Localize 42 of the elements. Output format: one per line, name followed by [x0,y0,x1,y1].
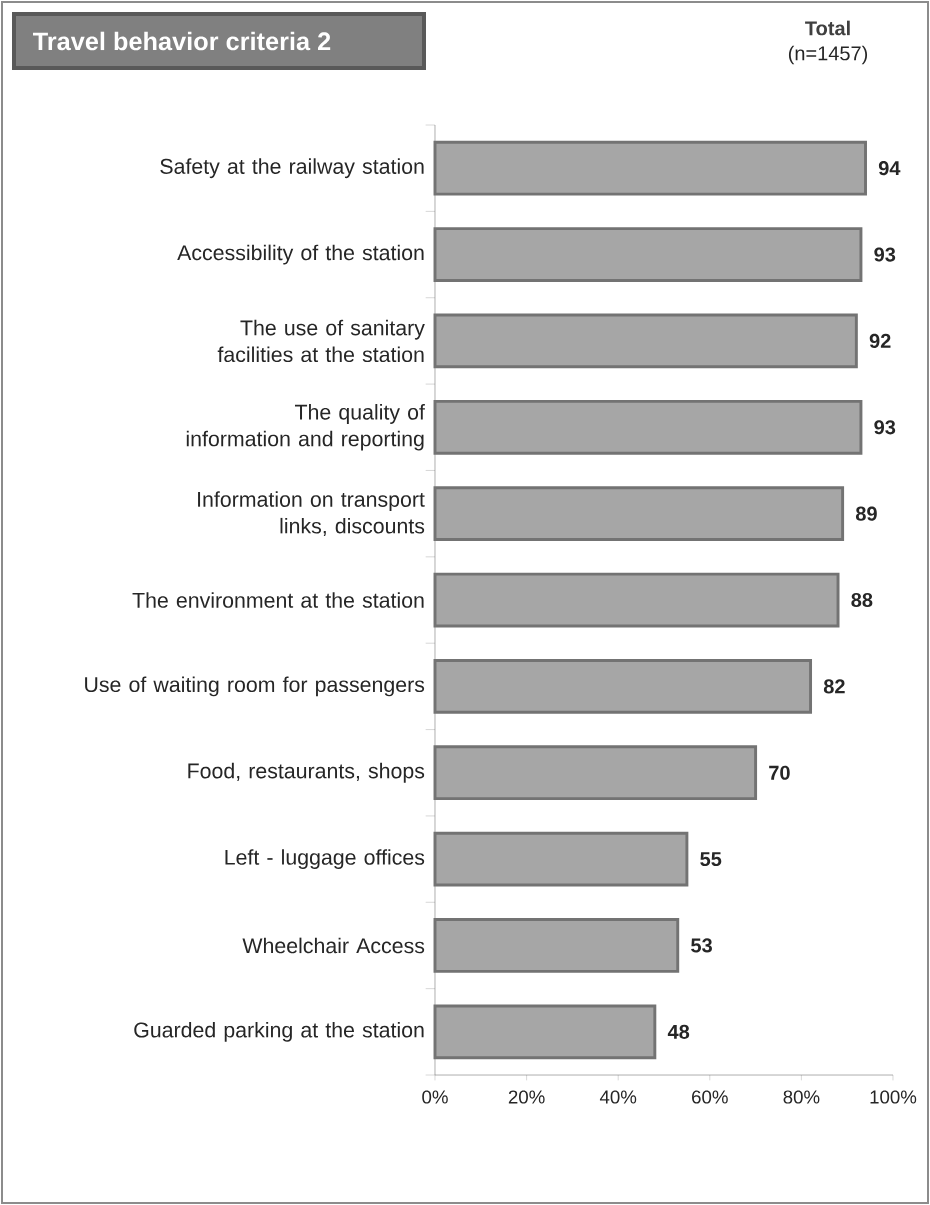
x-tick-label: 40% [599,1090,637,1104]
y-tick-label: Guarded parking at the station [134,1021,424,1042]
x-tick-label: 60% [692,1090,728,1104]
bar [433,140,867,196]
chart-subtitle: Total [805,20,850,36]
y-tick-label: The quality of information and reporting [186,404,425,451]
data-label: 82 [823,679,845,694]
bar [433,486,845,542]
y-tick-label: Information on transport links, discounts [198,491,425,537]
y-tick-label: Use of waiting room for passengers [85,676,425,697]
data-label: 92 [869,333,891,348]
data-label: 89 [855,506,877,521]
y-tick-label: The use of sanitary facilities at the station [217,319,425,363]
data-label: 70 [769,765,790,780]
bar [433,659,813,714]
y-tick-label: The environment at the station [132,592,424,608]
x-tick-label: 0% [422,1090,448,1104]
bar [433,745,758,801]
text: (n=1457) [788,45,868,65]
data-label: 93 [874,420,896,435]
data-label: 55 [700,852,722,867]
data-label: 48 [667,1024,690,1039]
y-tick-label: Left - luggage offices [225,849,425,870]
bar [433,831,689,887]
data-label: 88 [851,592,873,608]
bar [433,227,863,282]
data-label: 94 [878,161,901,176]
bar [433,1004,657,1060]
x-tick-label: 20% [508,1090,545,1104]
y-tick-label: Food, restaurants, shops [188,762,425,783]
bar [433,313,858,369]
bar [433,572,840,628]
y-tick-label: Accessibility of the station [177,244,424,265]
bar [433,399,863,455]
y-tick-label: Safety at the railway station [160,158,424,179]
x-tick-label: 100% [870,1090,917,1104]
text: Travel behavior criteria 2 [33,31,331,51]
bar [433,918,680,973]
data-label: 93 [874,247,896,262]
data-label: 53 [691,938,712,953]
y-tick-label: Wheelchair Access [242,937,425,954]
x-tick-label: 80% [783,1090,820,1104]
